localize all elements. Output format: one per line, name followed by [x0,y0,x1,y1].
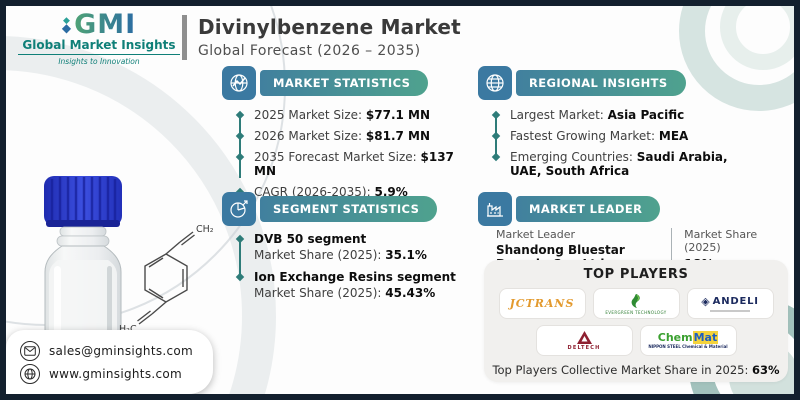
brand-logo: ◆ ◆ GMI Global Market Insights Insights … [18,9,180,66]
page-title: Divinylbenzene Market [198,15,461,39]
gmi-diamond-icon: ◆ ◆ [61,15,72,35]
brand-name: Global Market Insights [18,38,180,55]
andeli-diamond-icon: ◈ [701,295,710,308]
page-subtitle: Global Forecast (2026 – 2035) [198,43,421,59]
deltech-delta-icon [576,330,592,344]
player-logo-chemmat: ChemMat NIPPON STEEL Chemical & Material [639,325,737,356]
market-leader-header: MARKET LEADER [478,192,661,226]
market-statistics-globe-chart-icon [222,66,256,100]
vinyl-top-label: CH₂ [196,224,214,235]
regional-insights-globe-icon [478,66,512,100]
andeli-tagline-placeholder [710,310,750,312]
stat-cagr: CAGR (2026-2035): 5.9% [254,185,469,199]
contact-email[interactable]: sales@gminsights.com [20,339,213,362]
market-leader-heading: MARKET LEADER [516,196,661,222]
segment-statistics-heading: SEGMENT STATISTICS [260,196,438,222]
market-leader-divider [671,228,673,271]
evergreen-leaf-icon [631,293,640,308]
market-share-label: Market Share (2025) [684,228,758,254]
region-fastest-growing: Fastest Growing Market: MEA [510,129,762,143]
region-emerging-countries: Emerging Countries: Saudi Arabia, UAE, S… [510,150,762,178]
tick-track [239,239,241,278]
segment-statistics-header: SEGMENT STATISTICS [222,192,438,226]
market-statistics-list: 2025 Market Size: $77.1 MN 2026 Market S… [234,108,469,206]
page-background: ◆ ◆ GMI Global Market Insights Insights … [6,6,794,394]
player-logo-evergreen: EVERGREEN TECHNOLOGY [592,288,680,319]
market-leader-label: Market Leader [496,228,576,241]
segment-dvb50: DVB 50 segment Market Share (2025): 35.1… [254,232,469,264]
market-statistics-heading: MARKET STATISTICS [260,70,429,96]
stat-2025-market-size: 2025 Market Size: $77.1 MN [254,108,469,122]
globe-web-icon [20,363,40,384]
top-players-heading: TOP PLAYERS [583,267,689,282]
stat-2035-forecast-size: 2035 Forecast Market Size: $137 MN [254,150,469,178]
player-logo-andeli: ◈ ANDELI [686,288,774,319]
top-players-panel: TOP PLAYERS JCTRANS EVERGREEN TECHNOLOGY… [484,260,788,382]
contact-website[interactable]: www.gminsights.com [20,362,213,385]
contact-card: sales@gminsights.com www.gminsights.com [6,330,213,394]
envelope-icon [20,340,40,361]
player-logo-jctrans: JCTRANS [498,288,586,319]
regional-insights-header: REGIONAL INSIGHTS [478,66,686,100]
market-statistics-header: MARKET STATISTICS [222,66,429,100]
header-title-block: Divinylbenzene Market Global Forecast (2… [182,15,461,60]
vinyl-bottom-label: H₂C [119,324,137,335]
segment-statistics-pie-chart-icon [222,192,256,226]
regional-insights-heading: REGIONAL INSIGHTS [516,70,686,96]
gmi-logo-text: GMI [74,9,137,40]
collective-market-share: Top Players Collective Market Share in 2… [492,363,780,377]
title-accent-bar [182,15,187,60]
brand-tagline: Insights to Innovation [58,57,140,66]
region-largest-market: Largest Market: Asia Pacific [510,108,762,122]
segment-statistics-list: DVB 50 segment Market Share (2025): 35.1… [234,232,469,309]
segment-ion-exchange-resins: Ion Exchange Resins segment Market Share… [254,270,469,302]
tick-track [239,115,241,178]
player-logo-deltech: DELTECH [535,325,633,356]
market-leader-factory-icon [478,192,512,226]
regional-insights-list: Largest Market: Asia Pacific Fastest Gro… [490,108,762,185]
molecule-structure: CH₂ H₂C [119,224,214,335]
stat-2026-market-size: 2026 Market Size: $81.7 MN [254,129,469,143]
